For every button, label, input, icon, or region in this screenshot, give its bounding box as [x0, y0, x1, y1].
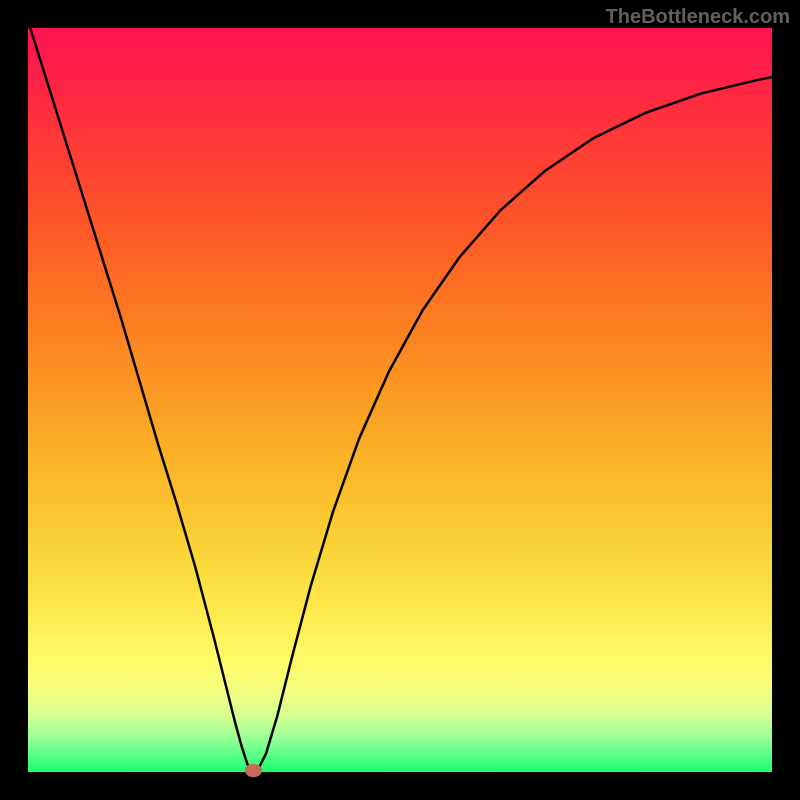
- chart-container: TheBottleneck.com: [0, 0, 800, 800]
- bottleneck-chart: [0, 0, 800, 800]
- optimal-point-marker: [245, 764, 262, 777]
- plot-area: [28, 28, 772, 772]
